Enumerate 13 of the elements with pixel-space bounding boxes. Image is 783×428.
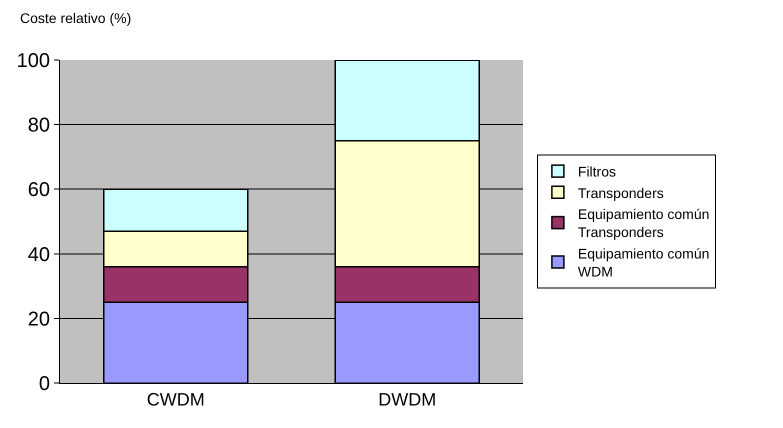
y-tick-label: 100 [16,50,50,72]
legend-label: Filtros [578,164,616,180]
y-tick-label: 60 [28,179,50,202]
legend-label: Transponders [578,184,664,201]
y-tick-label: 40 [28,244,50,266]
y-axis-title: Coste relativo (%) [20,10,132,26]
x-tick-label: CWDM [146,390,205,410]
legend-label: Equipamiento común WDM [578,245,710,280]
legend-label: Equipamiento común Transponders [578,206,710,240]
y-tick-label: 80 [28,114,50,137]
y-tick-label: 20 [28,308,50,330]
x-tick-label: DWDM [378,390,436,410]
y-tick-label: 0 [38,373,50,395]
